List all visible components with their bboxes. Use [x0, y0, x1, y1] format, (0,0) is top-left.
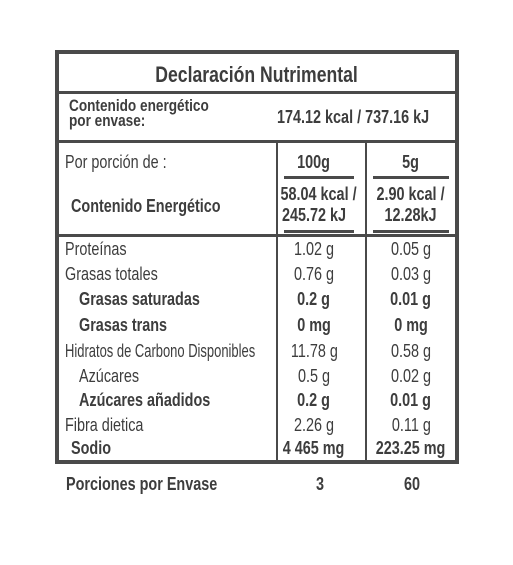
nutrient-label-proteinas: Proteínas: [65, 239, 127, 259]
servings-label: Porciones por Envase: [66, 474, 218, 494]
panel-title: Declaración Nutrimental: [155, 62, 359, 87]
energy-per-package-value: 174.12 kcal / 737.16 kJ: [277, 107, 430, 127]
nutrient-label-grasas-totales: Grasas totales: [65, 264, 158, 284]
nutrient-v2-proteinas: 0.05 g: [390, 239, 432, 259]
nutrient-label-grasas-trans: Grasas trans: [79, 315, 168, 335]
nutrient-v2-grasas-saturadas: 0.01 g: [390, 289, 432, 309]
nutrient-v1-fibra: 2.26 g: [293, 415, 335, 435]
divider-energy: [59, 140, 455, 143]
servings-col1: 3: [315, 474, 324, 494]
nutrient-label-azucares: Azúcares: [79, 366, 140, 386]
nutrient-v1-grasas-saturadas: 0.2 g: [297, 289, 331, 309]
nutrient-label-grasas-saturadas: Grasas saturadas: [79, 289, 200, 309]
energy-underline-2: [373, 230, 449, 233]
portion-underline-2: [373, 176, 449, 179]
nutrient-v2-azucares-anadidos: 0.01 g: [390, 390, 432, 410]
nutrient-v2-fibra: 0.11 g: [391, 415, 431, 435]
nutrition-facts-panel: Declaración Nutrimental Contenido energé…: [55, 50, 459, 464]
energy-label: Contenido Energético: [71, 196, 221, 216]
portion-label: Por porción de :: [65, 152, 167, 172]
nutrient-v2-grasas-trans: 0 mg: [394, 315, 428, 335]
nutrient-v2-hidratos: 0.58 g: [390, 341, 432, 361]
nutrient-label-fibra: Fibra dietica: [65, 415, 144, 435]
nutrient-v2-azucares: 0.02 g: [390, 366, 432, 386]
portion-col1: 100g: [297, 152, 331, 172]
portion-col2: 5g: [402, 152, 420, 172]
servings-col2: 60: [403, 474, 421, 494]
nutrient-v1-hidratos: 11.78 g: [290, 341, 338, 361]
nutrient-label-hidratos: Hidratos de Carbono Disponibles: [65, 341, 256, 361]
nutrient-label-sodio: Sodio: [71, 438, 111, 458]
column-divider-2: [365, 143, 367, 460]
nutrient-v1-grasas-totales: 0.76 g: [293, 264, 335, 284]
divider-nutrients: [59, 234, 455, 237]
nutrient-v1-sodio: 4 465 mg: [283, 438, 345, 458]
nutrient-v1-grasas-trans: 0 mg: [297, 315, 331, 335]
nutrient-label-azucares-anadidos: Azúcares añadidos: [79, 390, 211, 410]
nutrient-v1-azucares-anadidos: 0.2 g: [297, 390, 331, 410]
energy-col1: 58.04 kcal /245.72 kJ: [280, 184, 357, 225]
nutrient-v2-sodio: 223.25 mg: [376, 438, 446, 458]
nutrient-v2-grasas-totales: 0.03 g: [390, 264, 432, 284]
energy-per-package-label: Contenido energético por envase:: [69, 96, 209, 130]
portion-underline-1: [284, 176, 354, 179]
energy-col2: 2.90 kcal /12.28kJ: [376, 184, 446, 225]
nutrient-v1-proteinas: 1.02 g: [293, 239, 335, 259]
column-divider-1: [276, 143, 278, 460]
nutrient-v1-azucares: 0.5 g: [297, 366, 331, 386]
energy-underline-1: [284, 230, 354, 233]
divider-title: [59, 91, 455, 94]
